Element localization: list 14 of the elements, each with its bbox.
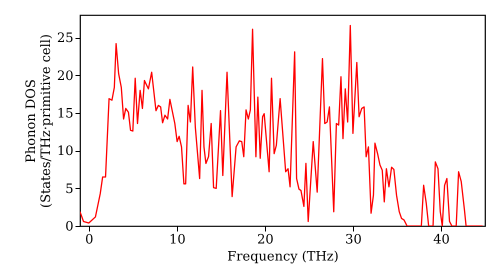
y-tick-label: 25: [56, 31, 74, 46]
x-tick-label: 40: [433, 232, 450, 248]
x-axis-title: Frequency (THz): [227, 250, 339, 264]
x-tick-label: 20: [257, 232, 274, 248]
y-tick-label: 15: [56, 106, 74, 122]
y-tick-label: 10: [56, 144, 74, 160]
y-tick-label: 5: [65, 182, 74, 197]
x-tick-label: 30: [345, 232, 362, 248]
line-series: [80, 24, 484, 226]
x-tick-label: 10: [169, 232, 186, 248]
y-axis-title: Phonon DOS (States/THz·primitive cell): [24, 34, 54, 208]
x-tick-label: 0: [85, 232, 94, 248]
y-tick-label: 0: [65, 220, 74, 234]
y-tick-label: 20: [56, 68, 74, 84]
